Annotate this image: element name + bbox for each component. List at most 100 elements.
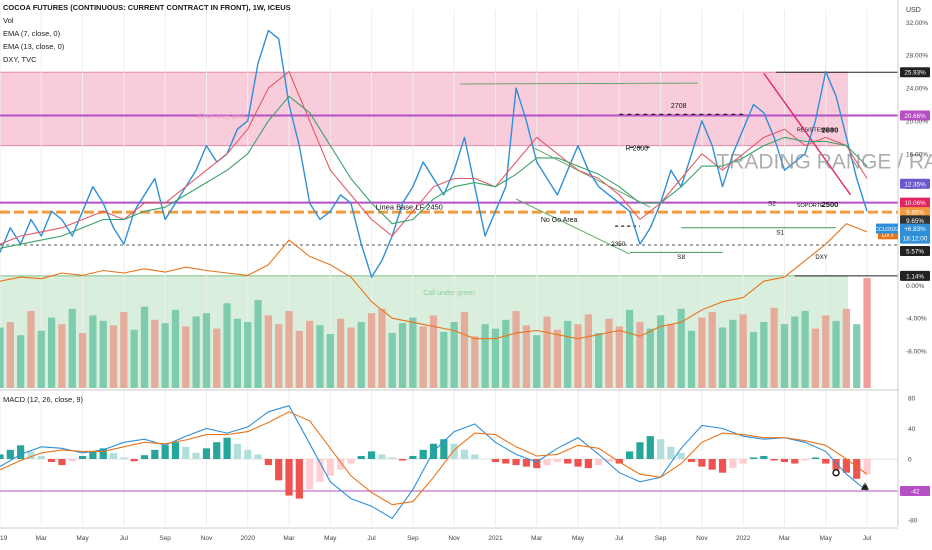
macd-y-tick-label: 40	[908, 426, 916, 433]
macd-histogram-bar	[213, 442, 221, 459]
macd-histogram-bar	[739, 459, 747, 464]
annotation-linea-base: Linea Base LF 2450	[376, 203, 443, 212]
volume-bar	[17, 335, 25, 388]
volume-bar	[595, 333, 603, 388]
macd-histogram-bar	[780, 459, 789, 463]
macd-histogram-bar	[27, 451, 35, 459]
tag-current-value	[900, 223, 930, 244]
annotation-soporte: SOPORTE	[797, 203, 824, 209]
macd-histogram-bar	[295, 459, 303, 499]
volume-bar	[78, 333, 87, 388]
macd-y-tick-label: 80	[908, 396, 916, 403]
volume-bar	[244, 322, 252, 388]
volume-bar	[6, 322, 14, 388]
volume-bar	[708, 312, 716, 388]
currency-label: USD	[906, 7, 921, 14]
x-tick-label: May	[324, 535, 337, 542]
volume-bar	[295, 330, 303, 388]
volume-bar	[553, 329, 561, 388]
volume-bar	[275, 324, 283, 388]
legend-dxy[interactable]: DXY, TVC	[3, 55, 37, 64]
x-tick-label: Mar	[36, 535, 48, 542]
macd-histogram-bar	[450, 443, 458, 459]
x-tick-label: May	[76, 535, 89, 542]
macd-histogram-bar	[677, 452, 685, 459]
x-tick-label: May	[572, 535, 585, 542]
volume-bar	[471, 336, 479, 388]
x-tick-label: Jul	[367, 535, 376, 542]
macd-histogram-bar	[708, 459, 716, 470]
volume-bar	[832, 320, 840, 388]
macd-histogram-bar	[595, 459, 603, 466]
macd-histogram-bar	[564, 459, 572, 464]
volume-bar	[574, 324, 582, 388]
legend-ema13[interactable]: EMA (13, close, 0)	[3, 42, 65, 51]
volume-bar	[337, 318, 345, 388]
tag-macd-value-label: -42	[910, 488, 920, 495]
macd-histogram-bar	[718, 459, 727, 473]
macd-histogram-bar	[367, 451, 376, 459]
macd-histogram-bar	[801, 459, 809, 461]
legend-macd[interactable]: MACD (12, 26, close, 9)	[3, 395, 84, 404]
tag-support-top-label: 1.14%	[906, 273, 924, 280]
macd-histogram-bar	[656, 439, 665, 459]
y-tick-label: -4.00%	[906, 316, 927, 323]
volume-bar	[233, 318, 242, 388]
annotation-s2: S2	[768, 201, 776, 208]
volume-bar	[192, 316, 200, 388]
volume-bar	[656, 315, 665, 388]
tag-purple-top	[900, 110, 930, 121]
macd-y-tick-label: 0	[908, 457, 912, 464]
macd-histogram-bar	[244, 449, 252, 459]
macd-histogram-bar	[182, 446, 190, 459]
alert-icon-glyph: !	[864, 481, 866, 487]
volume-bar	[89, 315, 97, 388]
macd-histogram-bar	[491, 459, 500, 463]
volume-bar	[749, 331, 758, 388]
legend-ema7[interactable]: EMA (7, close, 0)	[3, 29, 61, 38]
macd-histogram-bar	[842, 459, 851, 473]
macd-histogram-bar	[626, 451, 634, 459]
macd-histogram-bar	[171, 442, 180, 459]
macd-y-tick-label: -80	[908, 517, 918, 524]
volume-bar	[512, 311, 520, 388]
ema7-line	[0, 71, 868, 245]
volume-bar	[533, 335, 541, 388]
volume-bar	[522, 325, 531, 388]
macd-histogram-bar	[822, 459, 830, 464]
volume-bar	[718, 327, 727, 388]
tag-green-top	[900, 178, 930, 189]
volume-bar	[347, 327, 355, 388]
tag-orange-line-label: 9.85%	[906, 210, 924, 217]
macd-histogram-bar	[0, 454, 4, 459]
macd-histogram-bar	[419, 449, 427, 459]
volume-bar	[130, 329, 138, 388]
volume-bar	[729, 319, 737, 388]
y-tick-label: 16.00%	[906, 151, 928, 158]
macd-histogram-bar	[151, 449, 159, 459]
annotation-label-2350: 2350	[611, 241, 626, 248]
symbol-title[interactable]: COCOA FUTURES (CONTINUOUS: CURRENT CONTR…	[3, 3, 291, 12]
macd-histogram-bar	[89, 451, 97, 459]
macd-histogram-bar	[140, 455, 149, 459]
legend-vol[interactable]: Vol	[3, 16, 14, 25]
macd-histogram-bar	[78, 455, 87, 459]
macd-histogram-bar	[130, 459, 138, 462]
volume-bar	[202, 313, 211, 388]
volume-bar	[0, 327, 4, 388]
annotation-r-2600: R 2600	[626, 146, 649, 153]
macd-histogram-bar	[460, 449, 469, 459]
volume-bar	[842, 308, 851, 388]
annotation-label-2690: 2690	[822, 125, 839, 134]
volume-bars	[0, 278, 871, 388]
annotation-label-2500: 2500	[822, 200, 839, 209]
volume-bar	[687, 330, 696, 388]
alert-icon[interactable]	[860, 481, 869, 490]
tag-countdown: 18:12:00	[903, 236, 928, 243]
y-tick-label: 0.00%	[906, 283, 925, 290]
macd-histogram-bar	[863, 459, 871, 475]
volume-bar	[213, 328, 221, 388]
macd-histogram-bar	[760, 455, 768, 459]
macd-histogram-bar	[636, 442, 644, 459]
